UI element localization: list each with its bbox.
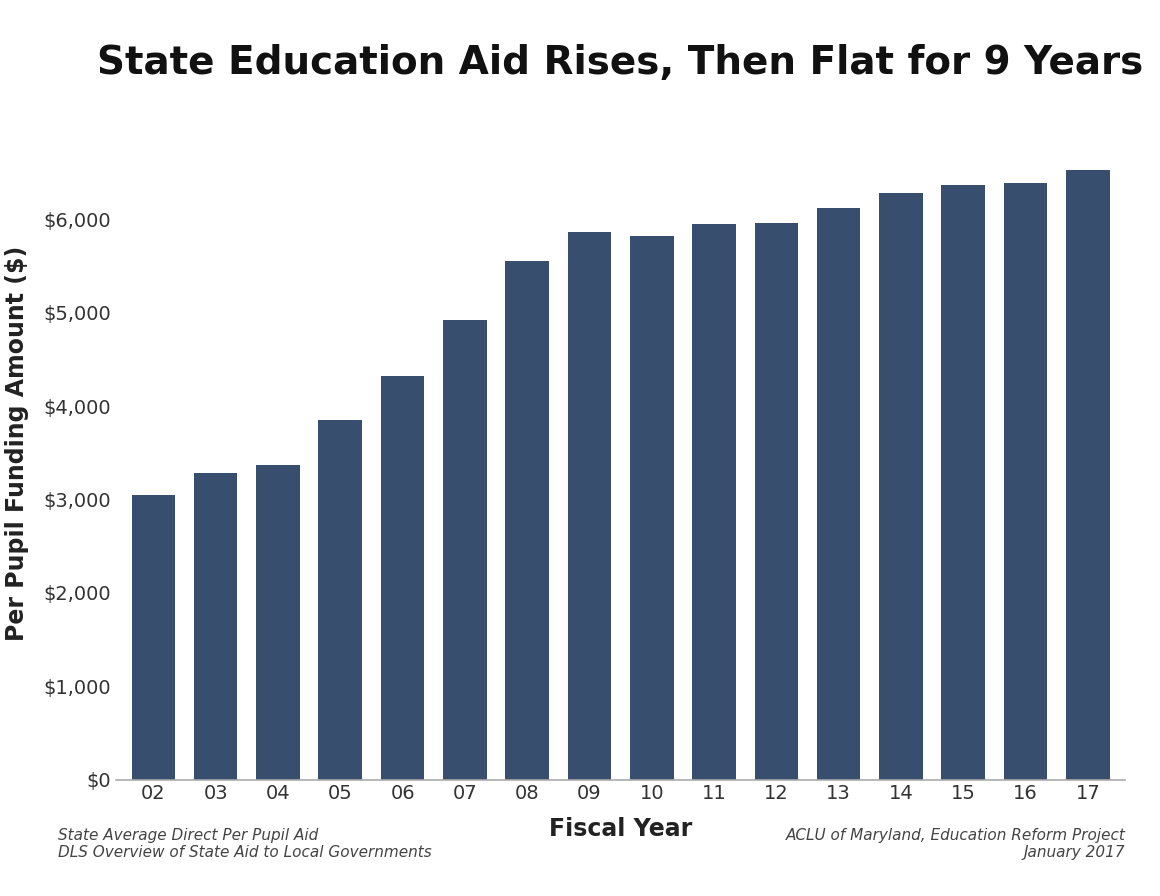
X-axis label: Fiscal Year: Fiscal Year	[549, 817, 693, 841]
Bar	[630, 237, 674, 780]
Bar	[754, 223, 798, 780]
Bar	[256, 465, 299, 780]
Bar	[1066, 170, 1110, 780]
Bar	[194, 473, 238, 780]
Text: ACLU of Maryland, Education Reform Project
January 2017: ACLU of Maryland, Education Reform Proje…	[785, 828, 1125, 860]
Text: State Average Direct Per Pupil Aid
DLS Overview of State Aid to Local Government: State Average Direct Per Pupil Aid DLS O…	[58, 828, 432, 860]
Bar	[319, 420, 362, 780]
Bar	[506, 261, 549, 780]
Bar	[380, 376, 425, 780]
Bar	[942, 185, 985, 780]
Y-axis label: Per Pupil Funding Amount ($): Per Pupil Funding Amount ($)	[6, 246, 29, 642]
Bar	[567, 232, 611, 780]
Bar	[817, 208, 861, 780]
Bar	[1003, 183, 1047, 780]
Text: State Education Aid Rises, Then Flat for 9 Years: State Education Aid Rises, Then Flat for…	[97, 44, 1144, 82]
Bar	[131, 495, 175, 780]
Bar	[879, 194, 922, 780]
Bar	[443, 320, 487, 780]
Bar	[693, 224, 735, 780]
